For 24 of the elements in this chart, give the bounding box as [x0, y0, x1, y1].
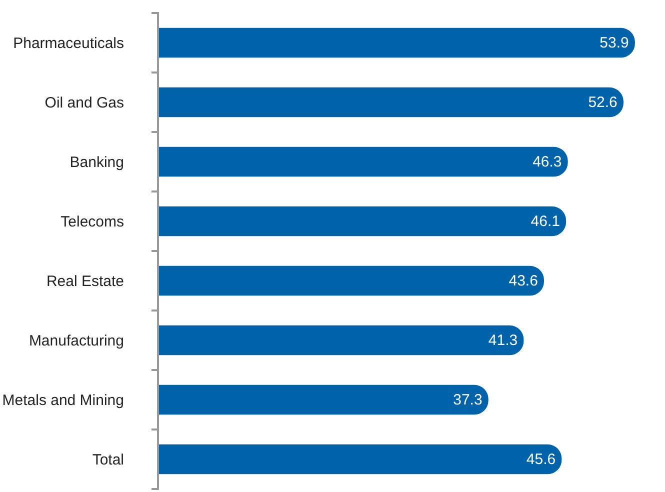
y-tick-label: Total [92, 452, 124, 468]
y-tick-label: Real Estate [46, 273, 124, 290]
y-tick-label: Manufacturing [28, 332, 124, 350]
y-tick-label: Banking [70, 154, 124, 171]
y-tick-label: Oil and Gas [44, 94, 124, 112]
bar [159, 87, 624, 118]
bar [159, 384, 488, 415]
bar [159, 266, 544, 296]
bar [159, 146, 568, 177]
data-label: 43.6 [508, 272, 538, 290]
data-label: 53.9 [600, 34, 629, 52]
data-label: 37.3 [453, 391, 482, 408]
bar [159, 28, 635, 58]
y-tick-label: Telecoms [60, 214, 124, 230]
data-label: 41.3 [488, 332, 518, 349]
bar [159, 444, 562, 474]
y-tick-label: Pharmaceuticals [13, 35, 124, 52]
data-label: 46.3 [532, 153, 562, 170]
data-label: 52.6 [588, 94, 618, 111]
data-label: 46.1 [530, 212, 560, 230]
bar [159, 206, 566, 236]
data-label: 45.6 [526, 450, 556, 468]
y-tick-label: Metals and Mining [2, 392, 124, 409]
bar [159, 325, 524, 356]
